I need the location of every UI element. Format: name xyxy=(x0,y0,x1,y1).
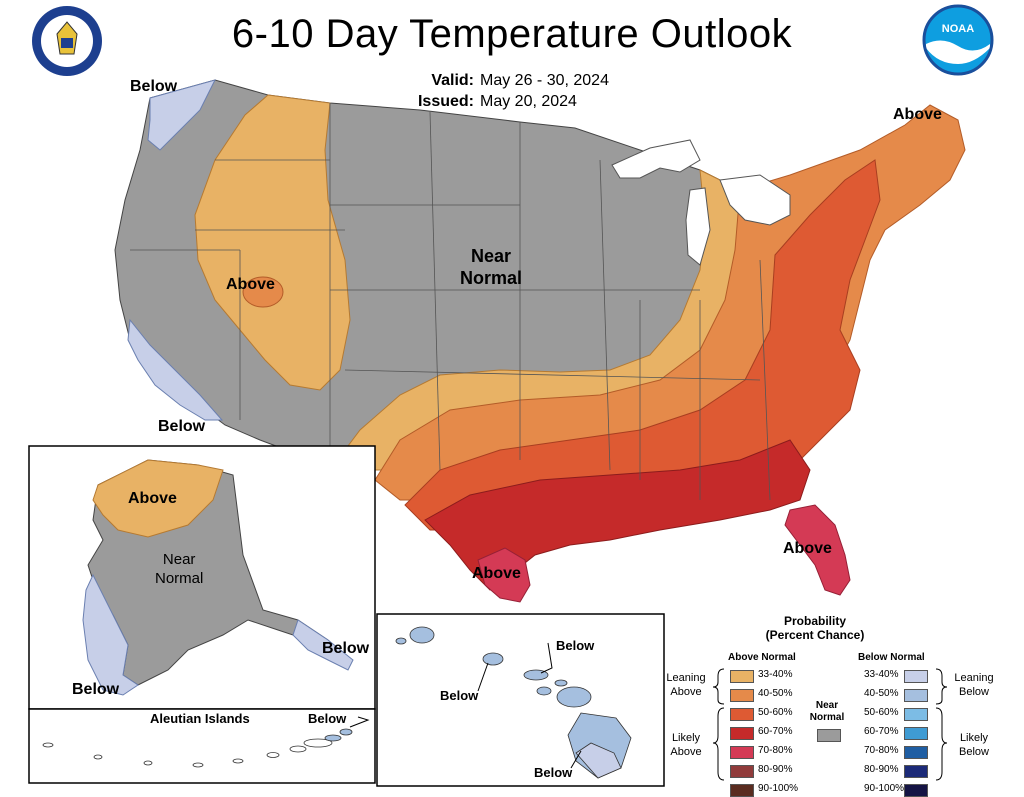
legend-below-braces xyxy=(935,668,948,781)
legend-below-header: Below Normal xyxy=(858,652,925,663)
aleutian-islands-title: Aleutian Islands xyxy=(150,711,250,726)
legend-likely-above-line1: Likely xyxy=(671,732,701,744)
great-lakes xyxy=(611,139,701,179)
map-title: 6-10 Day Temperature Outlook xyxy=(231,12,793,56)
hawaii-label-below-south: Below xyxy=(534,765,573,780)
legend-leaning-below: Leaning Below xyxy=(950,671,998,699)
label-above-texas: Above xyxy=(472,565,521,582)
alaska-label-above: Above xyxy=(128,490,177,507)
pacific-nw-below-region xyxy=(147,79,216,151)
legend-swatch-above-0 xyxy=(730,670,754,683)
aleutian-islands-shapes xyxy=(42,738,333,768)
legend-leaning-above-line2: Above xyxy=(670,686,702,698)
hawaii-label-below-northeast: Below xyxy=(556,638,595,653)
hawaii-label-below-west: Below xyxy=(440,688,479,703)
legend-above-header: Above Normal xyxy=(728,652,796,663)
legend-likely-below: Likely Below xyxy=(950,731,998,759)
issued-value: May 20, 2024 xyxy=(480,93,577,110)
legend-swatch-below-2 xyxy=(904,708,928,721)
legend-title-line2: (Percent Chance) xyxy=(765,628,865,642)
label-above-northeast: Above xyxy=(893,106,942,123)
legend-range-below-3: 60-70% xyxy=(864,726,899,737)
legend-near-normal-line1: Near xyxy=(815,700,839,711)
alaska-below-southeast-region xyxy=(292,619,354,671)
department-of-commerce-seal-icon xyxy=(32,6,102,76)
legend-range-below-2: 50-60% xyxy=(864,707,899,718)
aleutian-label-below: Below xyxy=(308,711,347,726)
legend-above-braces xyxy=(712,668,725,781)
legend-leaning-below-line1: Leaning xyxy=(954,672,994,684)
hawaii-islands xyxy=(395,626,632,779)
legend-range-above-0: 33-40% xyxy=(758,669,793,680)
legend-range-above-1: 40-50% xyxy=(758,688,793,699)
legend-leaning-above-line1: Leaning xyxy=(666,672,706,684)
legend-swatch-above-5 xyxy=(730,765,754,778)
legend-swatch-below-4 xyxy=(904,746,928,759)
state-borders xyxy=(130,103,771,501)
legend-swatch-below-0 xyxy=(904,670,928,683)
lake-huron-erie xyxy=(719,174,791,226)
alaska-label-below-southeast: Below xyxy=(322,640,370,657)
valid-value: May 26 - 30, 2024 xyxy=(480,72,609,89)
alaska-label-near-normal: Near Normal xyxy=(155,550,203,588)
legend-likely-below-line2: Below xyxy=(959,746,989,758)
valid-label: Valid: xyxy=(431,72,474,89)
legend-range-above-6: 90-100% xyxy=(758,783,799,794)
issued-row: Issued: May 20, 2024 xyxy=(400,93,577,111)
legend-likely-below-line1: Likely xyxy=(959,732,989,744)
label-above-florida: Above xyxy=(783,540,832,557)
noaa-logo-icon: NOAA xyxy=(922,4,994,76)
legend-likely-above-line2: Above xyxy=(670,746,702,758)
south-texas-above-70-80-region xyxy=(477,547,531,603)
label-below-northwest: Below xyxy=(130,78,178,95)
alaska-above-region xyxy=(92,459,224,538)
alaska-label-below-southwest: Below xyxy=(72,681,120,698)
california-below-region xyxy=(127,318,224,421)
legend-swatch-above-2 xyxy=(730,708,754,721)
legend-swatch-below-5 xyxy=(904,765,928,778)
label-near-normal-line2: Normal xyxy=(460,268,523,288)
label-below-southwest: Below xyxy=(158,418,206,435)
west-above-33-40-region xyxy=(194,94,351,391)
legend-range-below-1: 40-50% xyxy=(864,688,899,699)
alaska-label-near-normal-line2: Normal xyxy=(155,570,204,587)
legend-range-below-6: 90-100% xyxy=(864,783,905,794)
legend-range-below-4: 70-80% xyxy=(864,745,899,756)
legend-range-below-0: 33-40% xyxy=(864,669,899,680)
florida-above-70-80-region xyxy=(784,504,851,596)
legend-swatch-near-normal xyxy=(817,729,841,742)
legend-swatch-above-4 xyxy=(730,746,754,759)
legend-near-normal-line2: Normal xyxy=(809,712,845,723)
label-near-normal-line1: Near xyxy=(470,246,512,266)
legend-swatch-above-1 xyxy=(730,689,754,702)
legend-title: Probability (Percent Chance) xyxy=(760,614,870,642)
legend-near-normal: Near Normal xyxy=(804,700,850,724)
alaska-below-southwest-region xyxy=(82,573,139,696)
hawaii-inset xyxy=(376,613,665,787)
legend-title-line1: Probability xyxy=(783,614,846,628)
alaska-inset xyxy=(28,445,376,784)
label-near-normal: Near Normal xyxy=(460,245,522,289)
valid-row: Valid: May 26 - 30, 2024 xyxy=(400,72,609,90)
legend-range-above-5: 80-90% xyxy=(758,764,793,775)
label-above-west: Above xyxy=(226,276,275,293)
legend-likely-above: Likely Above xyxy=(662,731,710,759)
legend-range-above-4: 70-80% xyxy=(758,745,793,756)
noaa-logo-text: NOAA xyxy=(942,23,974,35)
legend-range-below-5: 80-90% xyxy=(864,764,899,775)
legend-swatch-below-1 xyxy=(904,689,928,702)
legend-range-above-2: 50-60% xyxy=(758,707,793,718)
legend-range-above-3: 60-70% xyxy=(758,726,793,737)
issued-label: Issued: xyxy=(417,93,474,110)
legend-swatch-below-3 xyxy=(904,727,928,740)
legend-leaning-above: Leaning Above xyxy=(662,671,710,699)
lake-michigan xyxy=(685,187,711,266)
aleutian-below-shapes xyxy=(324,728,353,742)
legend-swatch-above-3 xyxy=(730,727,754,740)
alaska-label-near-normal-line1: Near xyxy=(162,551,196,568)
west-above-40-50-region xyxy=(242,276,284,308)
legend-leaning-below-line2: Below xyxy=(959,686,989,698)
